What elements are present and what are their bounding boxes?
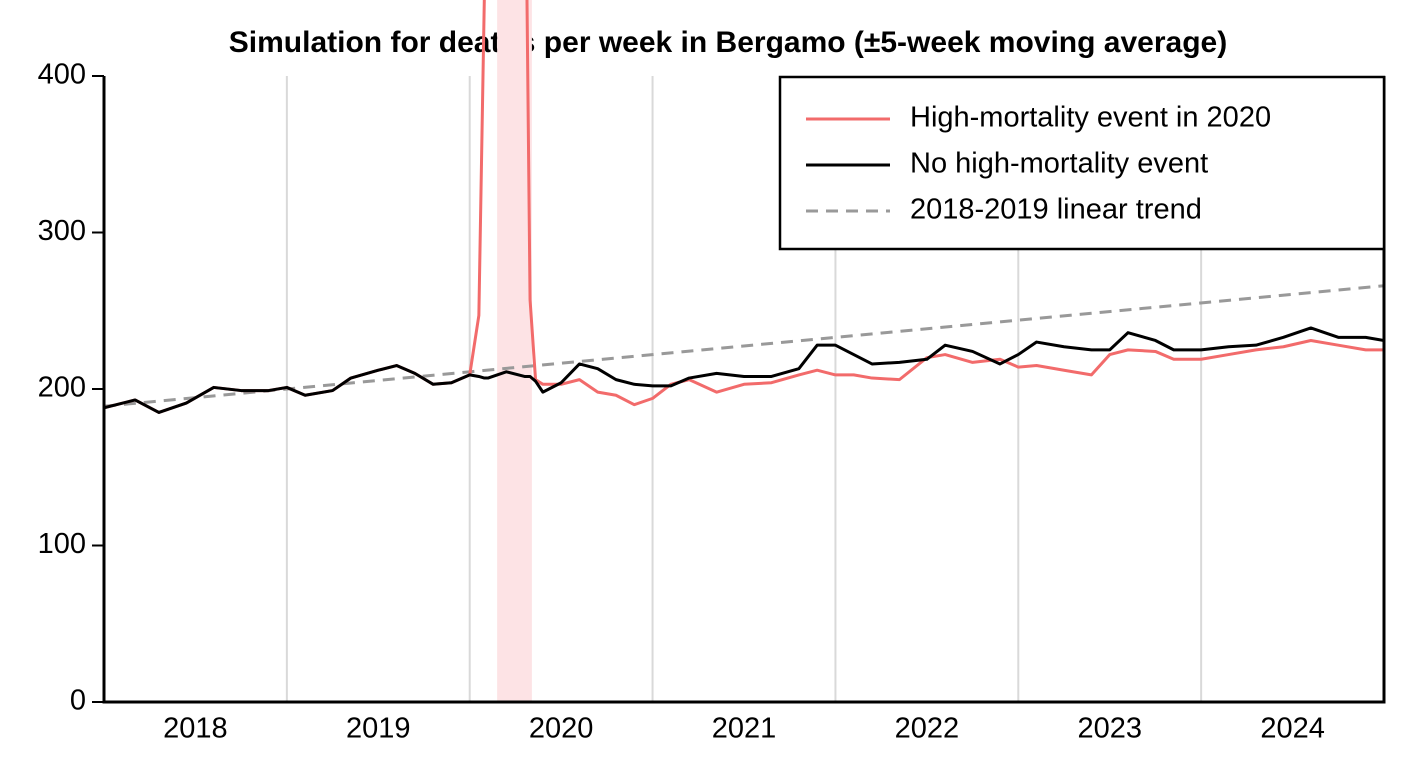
series-line bbox=[104, 284, 1384, 408]
x-tick-label: 2022 bbox=[895, 713, 960, 745]
y-tick-label: 100 bbox=[38, 528, 86, 560]
y-tick-label: 0 bbox=[70, 685, 86, 717]
y-tick-label: 400 bbox=[38, 59, 86, 91]
legend-label: High-mortality event in 2020 bbox=[910, 102, 1271, 134]
y-tick-label: 300 bbox=[38, 215, 86, 247]
series-line bbox=[104, 326, 1384, 414]
legend-label: No high-mortality event bbox=[910, 148, 1208, 180]
x-tick-label: 2024 bbox=[1260, 713, 1325, 745]
x-tick-label: 2021 bbox=[712, 713, 777, 745]
x-tick-label: 2019 bbox=[346, 713, 411, 745]
chart-title: Simulation for deaths per week in Bergam… bbox=[229, 26, 1227, 59]
y-tick-label: 200 bbox=[38, 372, 86, 404]
highlight-span bbox=[497, 0, 532, 702]
axis-frame bbox=[102, 76, 1386, 704]
plot-area bbox=[104, 0, 1384, 702]
legend-box bbox=[778, 75, 1386, 251]
legend-label: 2018-2019 linear trend bbox=[910, 194, 1202, 226]
x-tick-label: 2020 bbox=[529, 713, 594, 745]
x-tick-label: 2023 bbox=[1077, 713, 1142, 745]
x-tick-label: 2018 bbox=[163, 713, 228, 745]
